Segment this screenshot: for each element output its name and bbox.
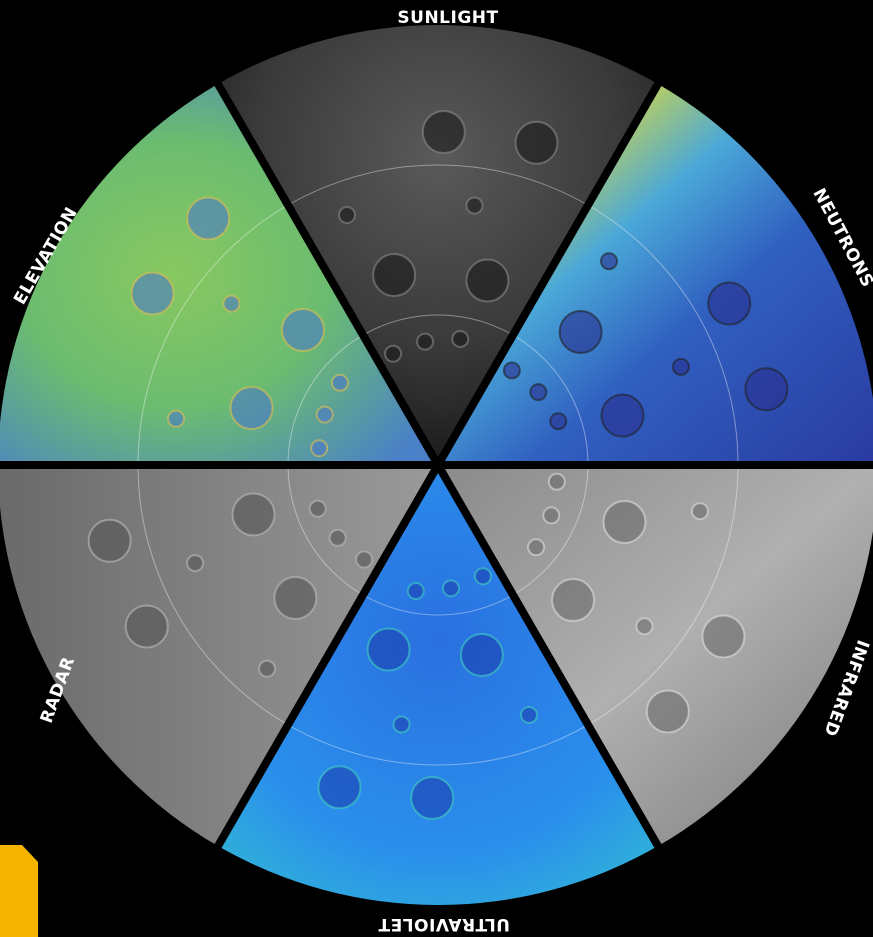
- crater: [384, 344, 403, 363]
- crater: [465, 196, 484, 215]
- crater: [124, 604, 169, 649]
- crater: [229, 385, 274, 430]
- wedge-separator: [434, 463, 672, 866]
- crater: [547, 472, 566, 491]
- crater: [186, 196, 231, 241]
- crater: [308, 499, 327, 518]
- crater: [222, 294, 241, 313]
- crater: [514, 120, 559, 165]
- crater: [231, 492, 276, 537]
- segment-label: SUNLIGHT: [397, 8, 498, 28]
- crater: [392, 715, 411, 734]
- crater: [473, 567, 492, 586]
- crater: [600, 393, 645, 438]
- crater: [273, 575, 318, 620]
- crater: [635, 617, 654, 636]
- crater: [421, 110, 466, 155]
- crater: [701, 614, 746, 659]
- crater: [372, 252, 417, 297]
- crater: [186, 554, 205, 573]
- crater: [599, 252, 618, 271]
- crater-details: [87, 110, 789, 820]
- crater: [549, 412, 568, 431]
- wedge-separator: [204, 463, 442, 866]
- crater: [130, 271, 175, 316]
- crater: [519, 705, 538, 724]
- crater: [315, 405, 334, 424]
- crater: [366, 627, 411, 672]
- segment-label: ULTRAVIOLET: [378, 914, 510, 934]
- crater: [529, 383, 548, 402]
- crater: [527, 538, 546, 557]
- crater: [406, 582, 425, 601]
- crater: [330, 373, 349, 392]
- crater: [542, 506, 561, 525]
- wedge-separator: [434, 64, 672, 467]
- crater: [602, 500, 647, 545]
- crater: [465, 258, 510, 303]
- crater: [87, 518, 132, 563]
- image-wedge: [0, 83, 438, 465]
- crater: [355, 550, 374, 569]
- crater: [558, 310, 603, 355]
- crater: [690, 502, 709, 521]
- crater: [280, 307, 325, 352]
- crater: [167, 409, 186, 428]
- crater: [502, 361, 521, 380]
- separators: [0, 64, 873, 866]
- crater: [310, 439, 329, 458]
- crater: [416, 332, 435, 351]
- crater: [338, 206, 357, 225]
- crater: [441, 579, 460, 598]
- crater: [551, 578, 596, 623]
- corner-tab: [0, 845, 38, 937]
- crater: [744, 367, 789, 412]
- crater: [328, 528, 347, 547]
- crater: [707, 281, 752, 326]
- crater: [451, 329, 470, 348]
- crater: [410, 775, 455, 820]
- crater: [317, 765, 362, 810]
- crater: [459, 633, 504, 678]
- crater: [671, 357, 690, 376]
- crater: [258, 659, 277, 678]
- wedge-separator: [204, 64, 442, 467]
- image-wedge: [438, 465, 873, 847]
- crater: [645, 689, 690, 734]
